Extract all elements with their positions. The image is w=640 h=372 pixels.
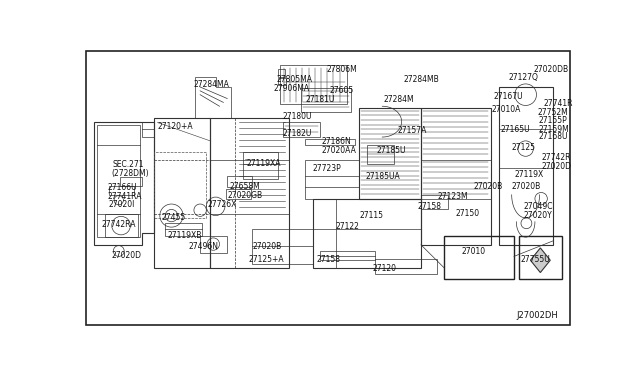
Text: 27120+A: 27120+A: [157, 122, 193, 131]
Text: 27166U: 27166U: [107, 183, 137, 192]
Text: 27125+A: 27125+A: [249, 255, 285, 264]
Text: 27496N: 27496N: [189, 242, 218, 251]
Text: 27115: 27115: [359, 211, 383, 220]
Text: 27010: 27010: [461, 247, 485, 256]
Text: 27168U: 27168U: [539, 132, 568, 141]
Text: 27150: 27150: [455, 209, 479, 218]
Text: 27123M: 27123M: [437, 192, 468, 201]
Text: 27020B: 27020B: [511, 182, 541, 191]
Text: 27119XB: 27119XB: [168, 231, 202, 240]
Text: 27010A: 27010A: [492, 106, 521, 115]
Text: 27181U: 27181U: [305, 95, 335, 104]
Text: 27741RA: 27741RA: [107, 192, 141, 201]
Text: 27185U: 27185U: [376, 145, 406, 154]
Text: 27049C: 27049C: [524, 202, 553, 212]
Text: 27806M: 27806M: [326, 65, 357, 74]
Text: 27742RA: 27742RA: [102, 220, 136, 229]
Text: 27284M: 27284M: [384, 95, 415, 104]
Text: 27658M: 27658M: [230, 182, 260, 191]
Text: 27805MA: 27805MA: [276, 76, 312, 84]
Text: 27752M: 27752M: [537, 108, 568, 117]
Text: 27185UA: 27185UA: [365, 172, 400, 181]
Text: SEC.271: SEC.271: [113, 160, 144, 169]
Text: 27723P: 27723P: [312, 164, 341, 173]
Text: 27167U: 27167U: [493, 92, 523, 100]
Text: 27755U: 27755U: [520, 255, 550, 264]
Text: 27020DB: 27020DB: [533, 65, 568, 74]
Text: 27020GB: 27020GB: [227, 191, 262, 200]
Text: 27020B: 27020B: [474, 182, 503, 191]
Text: 27605: 27605: [330, 86, 354, 95]
Text: J27002DH: J27002DH: [516, 311, 558, 320]
Text: 27120: 27120: [373, 264, 397, 273]
Text: 27020B: 27020B: [252, 242, 282, 251]
Text: 27284MB: 27284MB: [404, 76, 440, 84]
Text: 27127Q: 27127Q: [509, 73, 538, 82]
Text: 27180U: 27180U: [282, 112, 312, 121]
Text: 27020D: 27020D: [542, 162, 572, 171]
Text: 27020I: 27020I: [109, 200, 135, 209]
Text: (2728DM): (2728DM): [111, 169, 148, 177]
Text: 27020Y: 27020Y: [524, 211, 552, 220]
Text: 27119X: 27119X: [515, 170, 544, 179]
Text: 27455: 27455: [161, 212, 186, 221]
Text: 27020D: 27020D: [111, 251, 141, 260]
Text: 27020AA: 27020AA: [322, 145, 356, 154]
Polygon shape: [531, 248, 550, 273]
Text: 27122: 27122: [336, 222, 360, 231]
Text: 27284MA: 27284MA: [194, 80, 230, 89]
Text: 27158: 27158: [417, 202, 441, 212]
Text: 27186N: 27186N: [322, 137, 351, 146]
Text: 27119XA: 27119XA: [246, 158, 281, 168]
Text: 27159M: 27159M: [539, 125, 570, 134]
Text: 27157A: 27157A: [397, 126, 427, 135]
Text: 27742R: 27742R: [542, 153, 572, 162]
Text: 27165U: 27165U: [501, 125, 531, 134]
Text: 27158: 27158: [316, 255, 340, 264]
Text: 27125: 27125: [511, 143, 536, 152]
Text: 27906MA: 27906MA: [274, 84, 310, 93]
Text: 27741R: 27741R: [543, 99, 573, 108]
Text: 27182U: 27182U: [282, 129, 312, 138]
Text: 27726X: 27726X: [208, 200, 237, 209]
Text: 27155P: 27155P: [539, 116, 568, 125]
